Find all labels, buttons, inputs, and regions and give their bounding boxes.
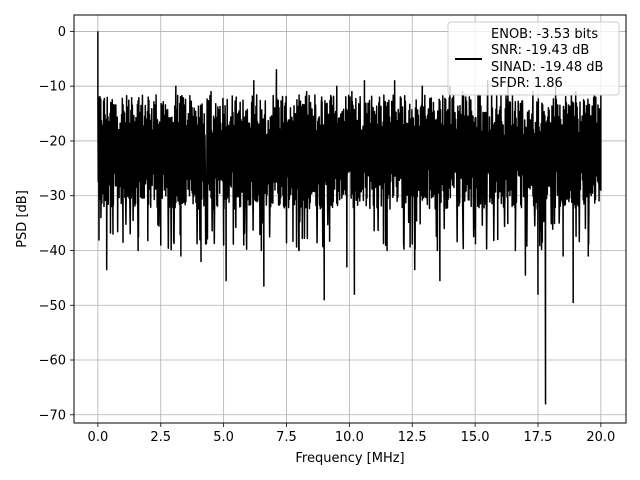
x-tick-label: 10.0 — [335, 430, 364, 445]
x-tick-label: 20.0 — [586, 430, 615, 445]
y-tick-label: −30 — [39, 189, 66, 204]
legend-box — [447, 21, 620, 96]
x-tick-label: 17.5 — [524, 430, 553, 445]
legend: ENOB: -3.53 bits SNR: -19.43 dB SINAD: -… — [447, 21, 620, 96]
x-tick-label: 5.0 — [213, 430, 234, 445]
y-tick-label: 0 — [58, 25, 66, 40]
x-tick-label: 2.5 — [150, 430, 171, 445]
plot-frame — [73, 14, 627, 424]
psd-series-line — [97, 31, 602, 405]
x-tick-label: 7.5 — [276, 430, 297, 445]
legend-entry: SNR: -19.43 dB — [491, 43, 589, 58]
y-tick-label: −20 — [39, 134, 66, 149]
series-psd — [97, 31, 602, 405]
x-axis-label: Frequency [MHz] — [295, 451, 404, 466]
legend-entry: SFDR: 1.86 — [491, 76, 563, 91]
y-tick-label: −10 — [39, 80, 66, 95]
x-tick-label: 0.0 — [88, 430, 109, 445]
y-tick-label: −50 — [39, 299, 66, 314]
x-tick-label: 15.0 — [461, 430, 490, 445]
y-axis-label: PSD [dB] — [15, 190, 30, 248]
y-tick-label: −70 — [39, 408, 66, 423]
y-tick-label: −60 — [39, 354, 66, 369]
x-tick-label: 12.5 — [398, 430, 427, 445]
axis-ticks: 0.0 2.5 5.0 7.5 10.0 12.5 15.0 17.5 20.0 0 −10 −20 −… — [39, 25, 616, 445]
legend-entry: SINAD: -19.48 dB — [491, 60, 603, 75]
y-tick-label: −40 — [39, 244, 66, 259]
legend-entry: ENOB: -3.53 bits — [491, 27, 598, 42]
